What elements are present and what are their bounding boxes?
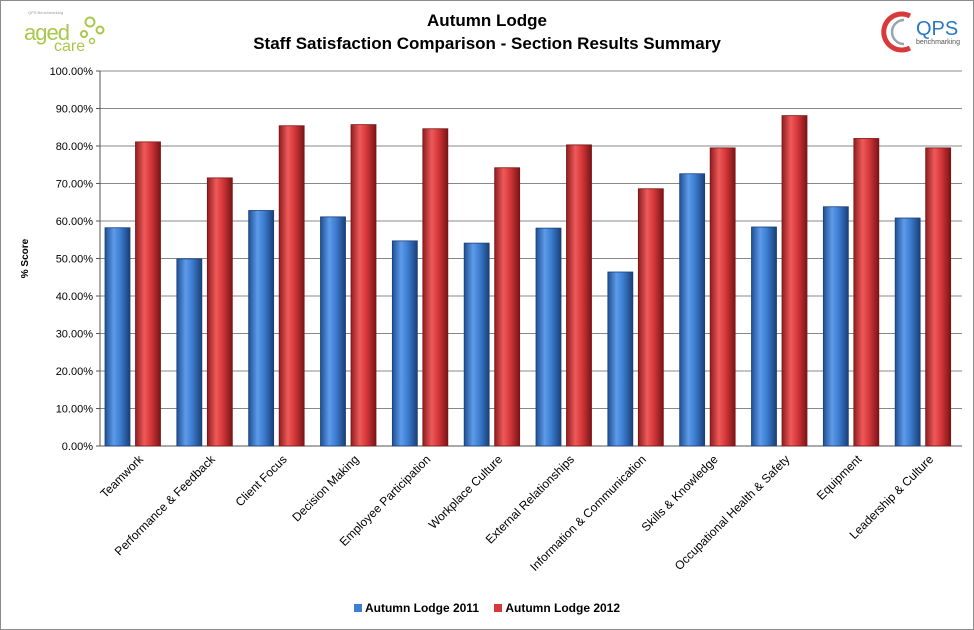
bar-2012 [853,138,880,447]
bar-2012 [709,147,736,447]
y-tick-label: 50.00% [56,254,94,266]
bar-2011 [535,227,562,447]
bar-2012 [350,124,377,447]
bar-2011 [176,258,203,447]
legend-swatch-2012 [494,604,503,612]
y-tick-label: 40.00% [56,291,94,303]
bar-2011 [751,226,777,447]
y-tick-label: 100.00% [50,66,94,78]
x-tick-label: Workplace Culture [426,452,506,532]
bar-2011 [248,210,275,447]
logo-small-text: QPS Benchmarking [28,10,64,15]
bar-2012 [566,144,592,447]
bar-2012 [494,167,521,447]
y-tick-label: 70.00% [56,179,94,191]
y-tick-label: 60.00% [56,216,94,228]
bar-2011 [679,173,706,447]
x-tick-label: Decision Making [289,452,361,524]
qps-logo-graphic [881,11,912,53]
legend-label-2011: Autumn Lodge 2011 [364,601,479,615]
bar-2012 [278,125,305,447]
x-tick-label: Equipment [814,452,865,503]
qps-logo: QPS benchmarking [880,8,966,56]
y-tick-label: 30.00% [56,329,94,341]
legend-item-2012: Autumn Lodge 2012 [494,601,620,615]
aged-care-logo-graphic [80,16,105,45]
bar-2012 [781,115,808,447]
bar-2011 [104,227,131,447]
y-tick-label: 0.00% [62,441,93,453]
y-axis-label: % Score [20,238,31,278]
logo-word-aged: aged [24,20,70,45]
qps-logo-sub: benchmarking [916,39,960,46]
bar-2012 [135,141,161,447]
x-tick-label: Skills & Knowledge [639,452,721,534]
aged-care-logo: QPS Benchmarking aged care [22,8,112,58]
bar-2011 [391,240,418,447]
x-tick-label: Teamwork [97,452,146,501]
bar-2011 [822,206,849,447]
legend-label-2012: Autumn Lodge 2012 [505,601,621,615]
bar-2012 [637,188,664,447]
bar-2011 [607,271,634,447]
y-tick-label: 80.00% [56,141,94,153]
qps-logo-word: QPS [916,18,959,40]
x-tick-label: Client Focus [233,452,290,509]
chart-title-line1: Autumn Lodge [427,11,547,30]
x-tick-label: Occupational Health & Safety [672,452,793,573]
legend: Autumn Lodge 2011 Autumn Lodge 2012 [0,601,974,615]
logo-word-care: care [54,38,86,55]
legend-item-2011: Autumn Lodge 2011 [353,601,479,615]
y-tick-label: 10.00% [56,404,94,416]
bar-2012 [422,128,449,447]
bar-2011 [463,242,490,447]
bar-2011 [894,217,921,447]
chart-title-line2: Staff Satisfaction Comparison - Section … [253,34,721,53]
x-tick-label: Information & Communication [527,452,649,574]
bar-2011 [320,216,346,447]
y-tick-label: 20.00% [56,366,94,378]
bar-2012 [206,177,233,447]
bar-2012 [925,147,952,447]
y-tick-label: 90.00% [56,104,94,116]
legend-swatch-2011 [353,604,362,612]
